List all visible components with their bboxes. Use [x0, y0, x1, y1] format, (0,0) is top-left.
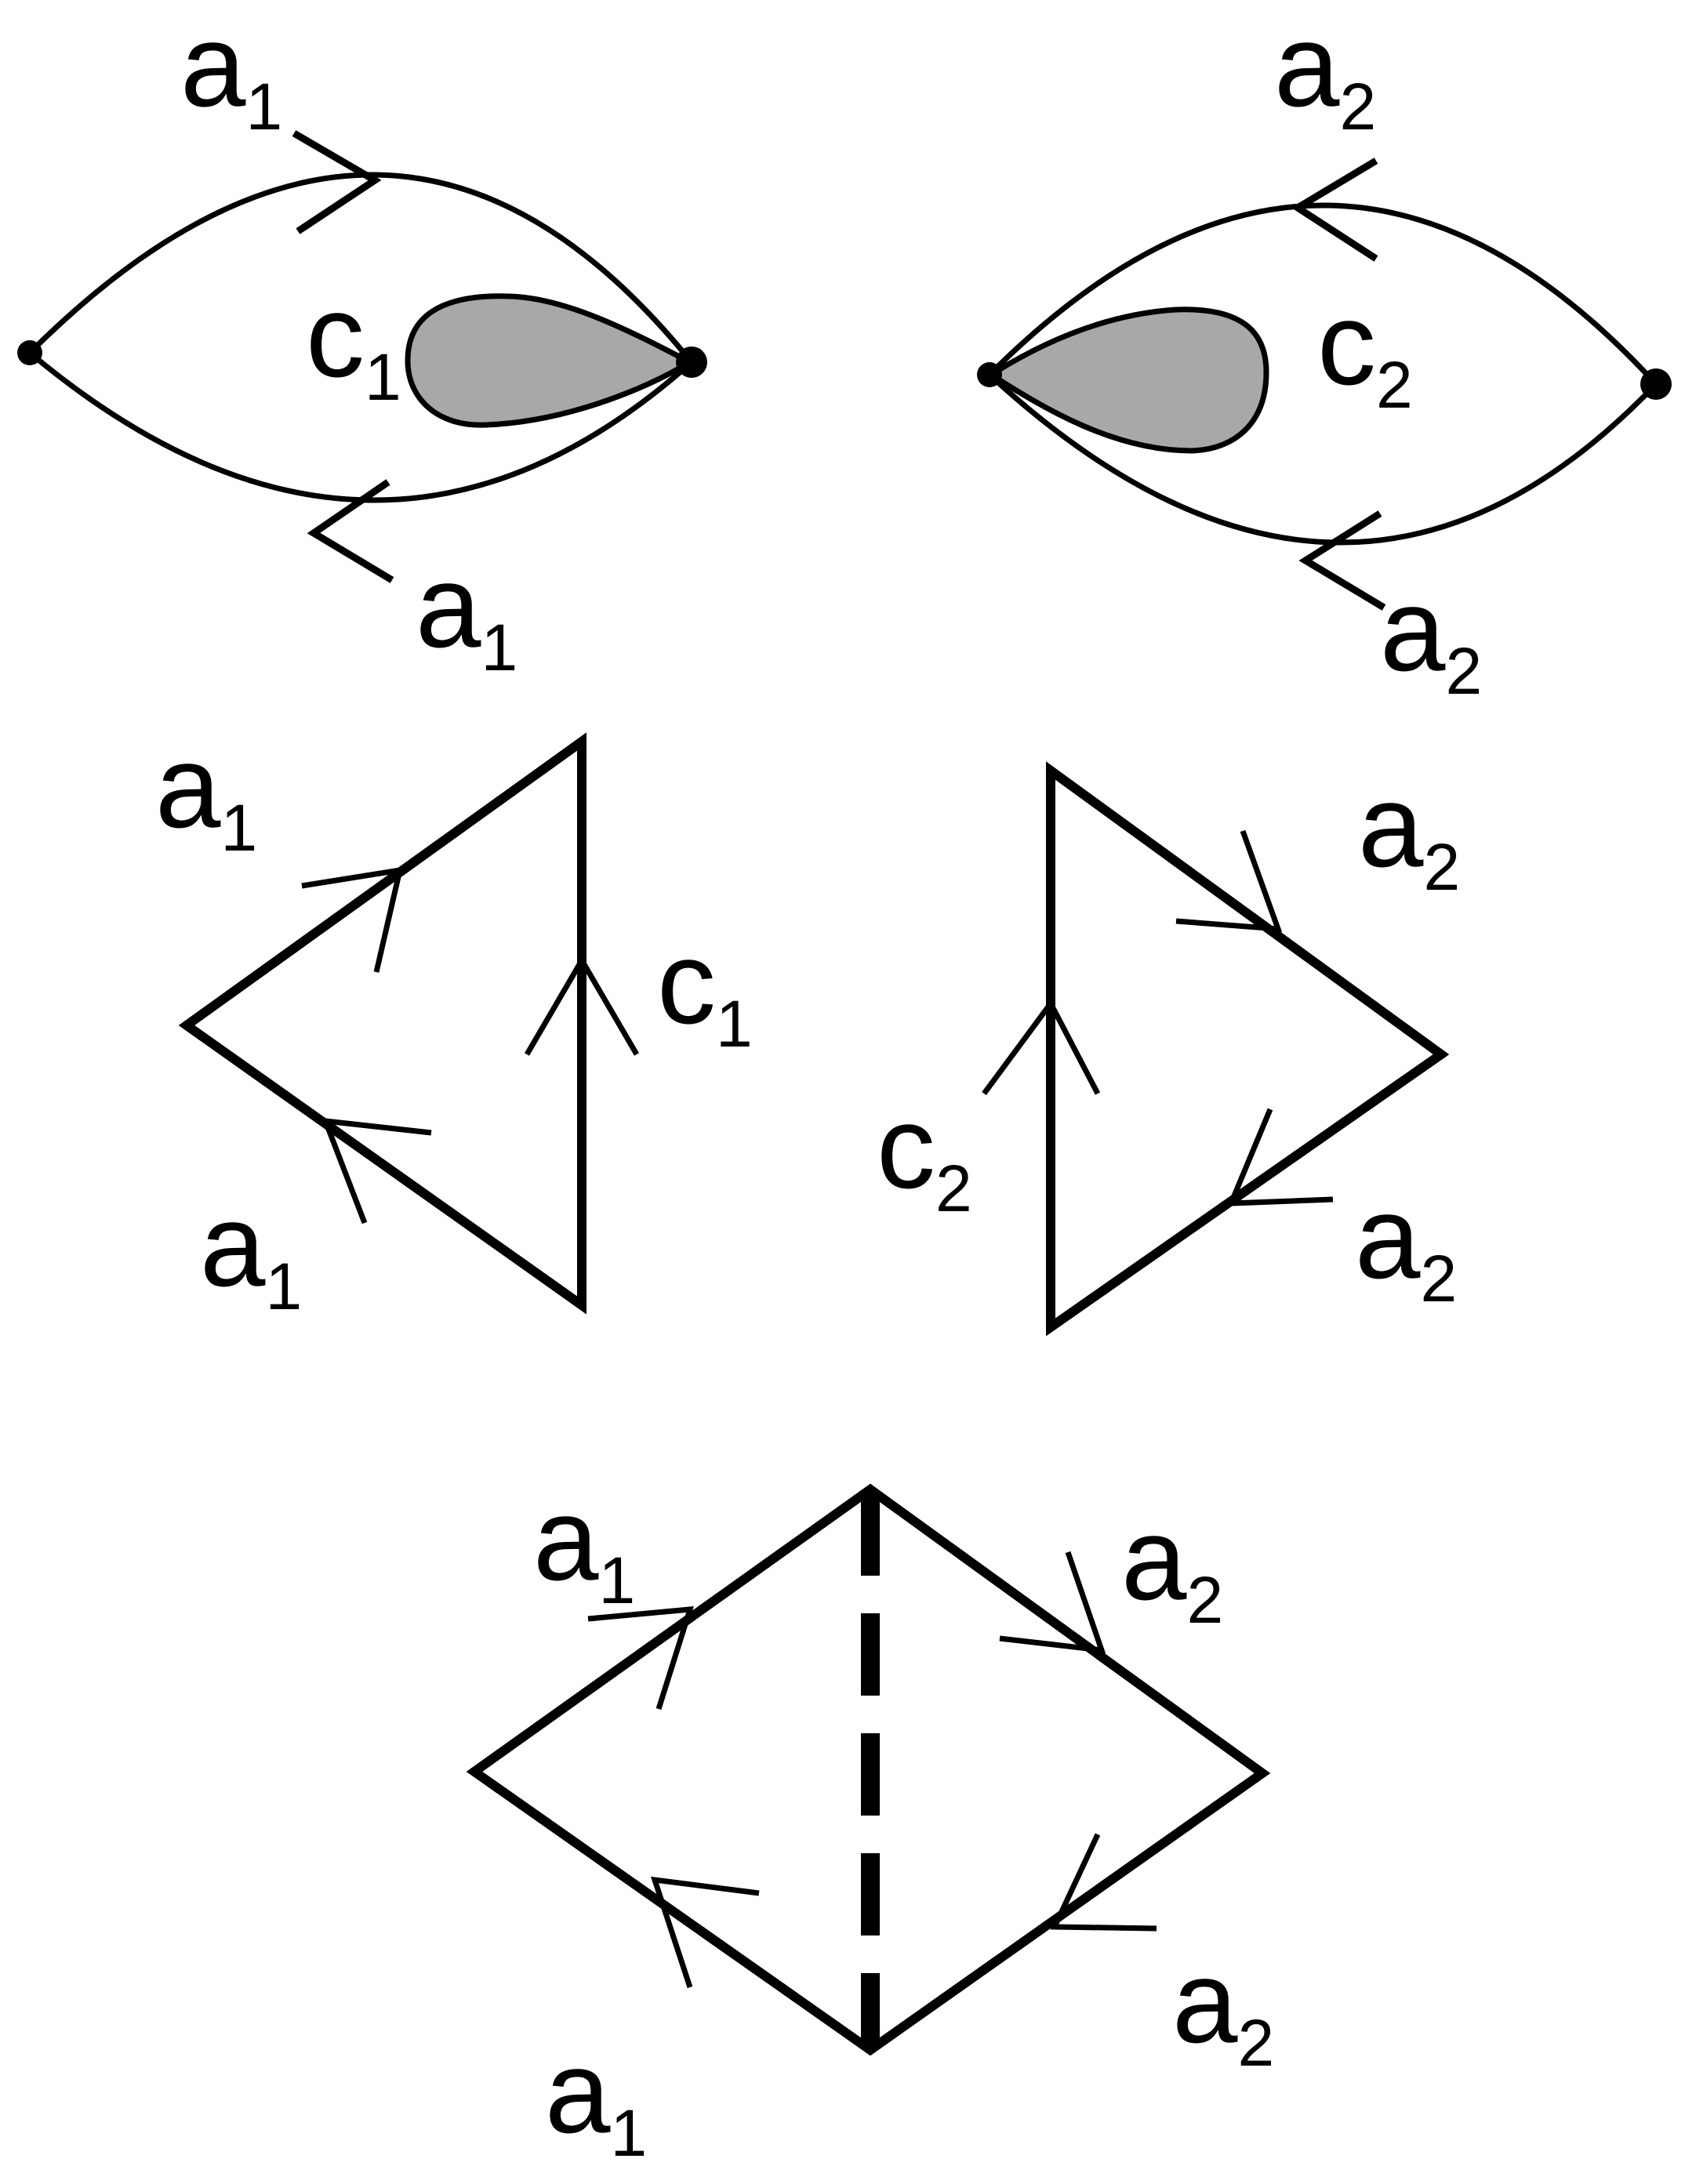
label-sub-glyph: 2	[1376, 348, 1413, 422]
label-c-glyph: c	[657, 916, 716, 1048]
label-c1-hole: c1	[306, 270, 401, 414]
label-a-glyph: a	[533, 1473, 599, 1605]
label-sub-glyph: 2	[1186, 1563, 1223, 1637]
label-a-glyph: a	[1274, 0, 1340, 131]
vertex-left-lens-left	[17, 340, 42, 365]
arrow-triangle-left-c1	[524, 955, 640, 1056]
label-a-glyph: a	[1355, 1171, 1421, 1303]
label-a1-lens-left-bottom: a1	[416, 540, 517, 684]
label-c2-hole: c2	[1317, 278, 1413, 422]
vertex-right-lens-left	[977, 362, 1002, 387]
label-c-glyph: c	[877, 1081, 935, 1213]
arrow-triangle-right-lower	[1226, 1108, 1334, 1206]
triangle-left: a1 c1 a1	[155, 720, 753, 1323]
label-sub-glyph: 1	[265, 1250, 302, 1323]
arrow-quad-lower-right	[1050, 1833, 1157, 1932]
label-a-glyph: a	[416, 540, 481, 672]
label-sub-glyph: 2	[935, 1152, 972, 1225]
arrow-quad-upper-right	[999, 1551, 1106, 1654]
label-a-glyph: a	[1358, 760, 1424, 891]
arrow-triangle-left-upper	[301, 866, 404, 973]
label-a-glyph: a	[1380, 564, 1446, 695]
vertex-left-lens-right	[676, 346, 707, 378]
hole-c2	[986, 307, 1269, 454]
label-sub-glyph: 2	[1420, 1242, 1457, 1315]
label-a-glyph: a	[545, 2026, 611, 2157]
label-a1-quad-lower: a1	[545, 2026, 647, 2170]
label-a2-lens-right-bottom: a2	[1380, 564, 1482, 708]
label-a2-quad-upper: a2	[1121, 1493, 1223, 1637]
label-c2-triangle-right: c2	[877, 1081, 972, 1225]
label-a2-quad-lower: a2	[1172, 1935, 1274, 2080]
label-sub-glyph: 1	[716, 987, 753, 1061]
label-a1-triangle-left-lower: a1	[200, 1179, 302, 1323]
lens-left: a1 c1 a1	[17, 0, 707, 684]
vertex-right-lens-right	[1640, 368, 1672, 400]
label-c-glyph: c	[306, 270, 365, 401]
label-a-glyph: a	[180, 0, 246, 131]
label-a-glyph: a	[155, 720, 221, 852]
label-sub-glyph: 2	[1237, 2006, 1274, 2080]
label-sub-glyph: 1	[481, 611, 517, 684]
lens-left-top-edge	[27, 172, 695, 365]
label-sub-glyph: 1	[598, 1544, 635, 1617]
label-sub-glyph: 1	[365, 340, 401, 414]
triangle-right-outline	[1046, 761, 1450, 1337]
arrow-triangle-left-lower	[321, 1117, 432, 1224]
label-sub-glyph: 1	[245, 70, 282, 143]
label-sub-glyph: 1	[220, 791, 257, 865]
label-a1-lens-left-top: a1	[180, 0, 282, 143]
triangle-right: a2 c2 a2	[877, 760, 1460, 1337]
label-a1-triangle-left-upper: a1	[155, 720, 257, 865]
label-sub-glyph: 2	[1445, 634, 1482, 708]
arrow-triangle-right-upper	[1175, 829, 1283, 932]
label-a-glyph: a	[200, 1179, 266, 1311]
hole-c1	[405, 293, 696, 428]
arrow-lens-right-bottom	[1298, 510, 1386, 611]
label-a-glyph: a	[1121, 1493, 1187, 1624]
label-a-glyph: a	[1172, 1935, 1238, 2067]
label-a2-triangle-right-lower: a2	[1355, 1171, 1457, 1315]
lens-right-top-edge	[986, 202, 1659, 387]
label-sub-glyph: 1	[610, 2096, 647, 2170]
arrow-lens-right-top	[1291, 158, 1378, 262]
arrow-lens-left-top	[292, 130, 382, 234]
label-sub-glyph: 2	[1423, 830, 1460, 904]
arrow-quad-lower-left	[650, 1876, 760, 1989]
lens-left-bottom-edge	[27, 350, 695, 503]
triangle-left-outline	[178, 732, 586, 1315]
arrow-lens-left-bottom	[307, 479, 394, 583]
glued-quadrilateral: a1 a2 a1 a2	[466, 1473, 1274, 2170]
label-a2-triangle-right-upper: a2	[1358, 760, 1460, 904]
quadrilateral-outline	[466, 1483, 1271, 2056]
label-c1-triangle-left: c1	[657, 916, 753, 1061]
lens-right: a2 c2 a2	[977, 0, 1672, 708]
arrow-triangle-right-c2	[982, 998, 1101, 1096]
arrow-quad-upper-left	[587, 1606, 694, 1711]
label-sub-glyph: 2	[1339, 70, 1376, 143]
label-a2-lens-right-top: a2	[1274, 0, 1376, 143]
label-c-glyph: c	[1317, 278, 1376, 409]
label-a1-quad-upper: a1	[533, 1473, 635, 1617]
